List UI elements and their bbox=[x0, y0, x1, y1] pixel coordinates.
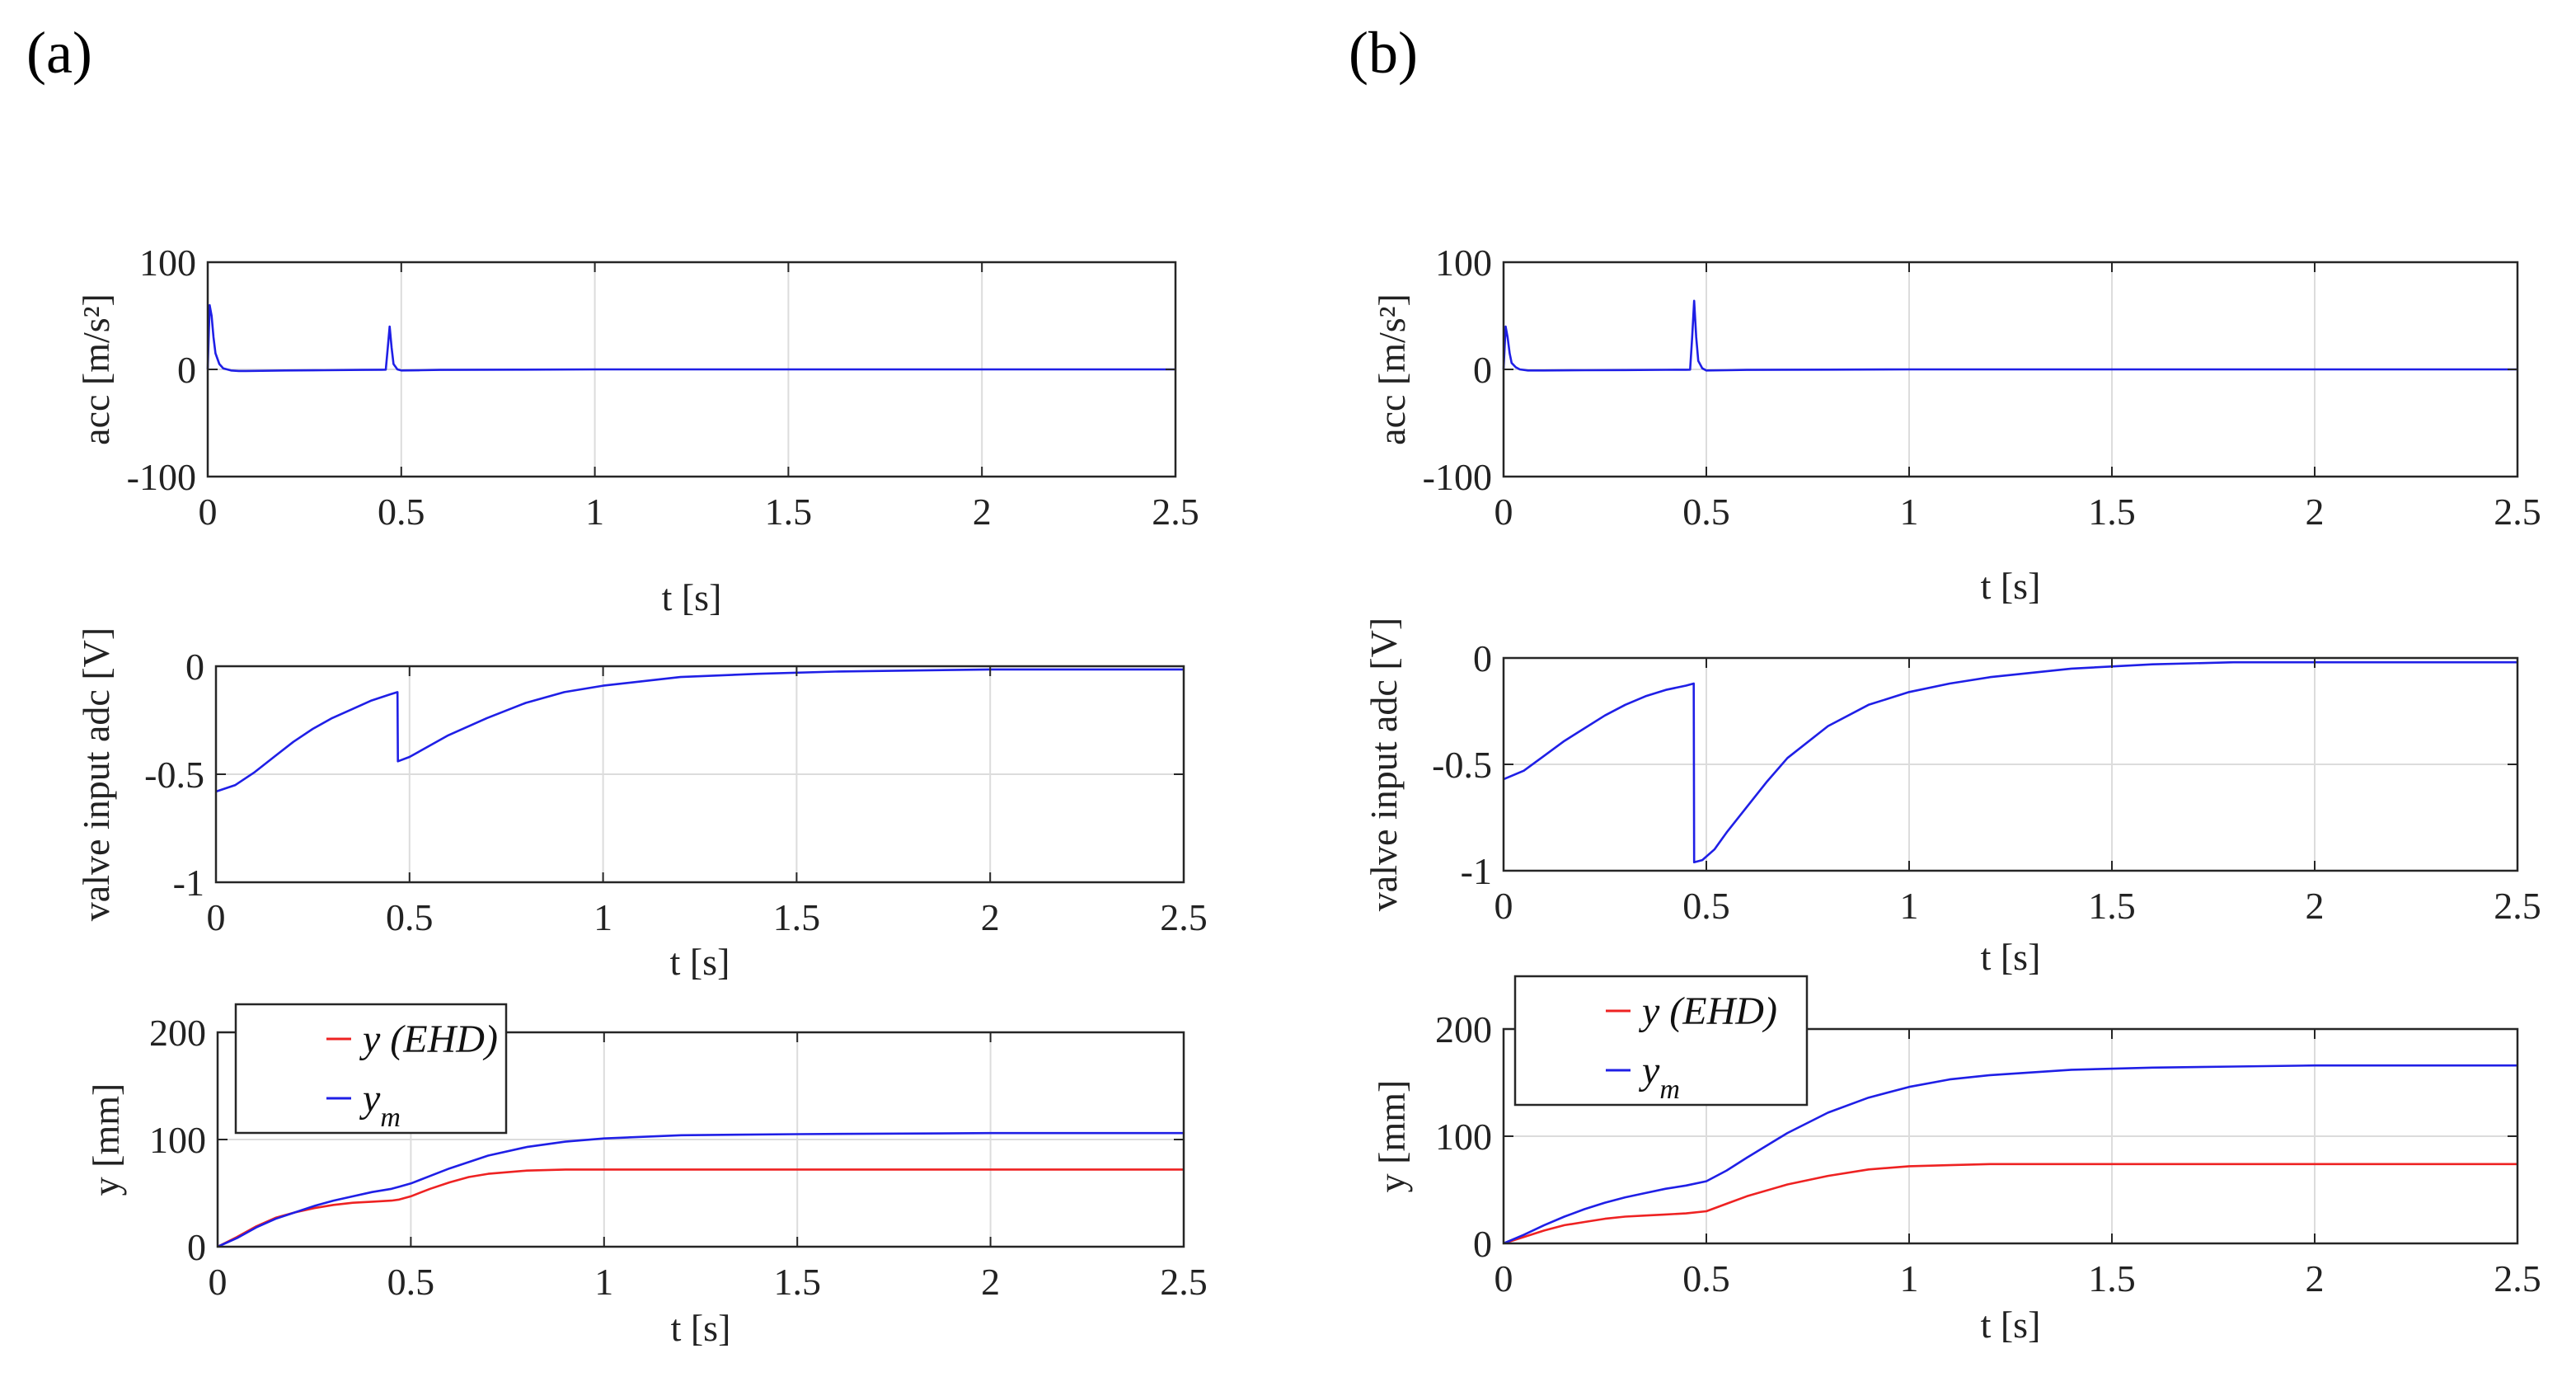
legend-box bbox=[234, 1003, 508, 1135]
x-axis-label: t [s] bbox=[662, 576, 722, 618]
x-tick-label: 0.5 bbox=[1682, 885, 1730, 927]
x-tick-label: 2 bbox=[2306, 885, 2325, 927]
y-tick-label: 200 bbox=[1435, 1008, 1492, 1050]
series-line bbox=[1503, 1064, 2517, 1245]
y-tick-label: -0.5 bbox=[1432, 744, 1492, 786]
y-axis-label: valve input adc [V] bbox=[1363, 618, 1405, 911]
panel-label-a: (a) bbox=[26, 20, 92, 86]
x-tick-label: 0.5 bbox=[386, 896, 434, 938]
x-tick-label: 0.5 bbox=[387, 1261, 435, 1303]
x-tick-label: 0.5 bbox=[378, 491, 425, 533]
x-axis-label: t [s] bbox=[1981, 565, 2041, 607]
chart-1: 0 0.5 1 1.5 2 2.5 -1 -0.5 0 t [s] valve input adc … bbox=[75, 627, 1208, 983]
x-tick-label: 2 bbox=[2306, 1257, 2325, 1299]
x-tick-label: 0 bbox=[1494, 885, 1513, 927]
x-tick-label: 2.5 bbox=[2494, 491, 2541, 533]
y-tick-label: 0 bbox=[1473, 637, 1492, 679]
x-axis-label: t [s] bbox=[670, 941, 730, 983]
x-tick-label: 2 bbox=[981, 896, 1000, 938]
series-line bbox=[217, 1131, 1184, 1248]
x-tick-label: 2.5 bbox=[2494, 1257, 2541, 1299]
panel-label-b: (b) bbox=[1349, 20, 1418, 86]
x-tick-label: 0 bbox=[209, 1261, 228, 1303]
x-axis-label: t [s] bbox=[1981, 1304, 2041, 1346]
y-tick-label: 0 bbox=[1473, 1223, 1492, 1265]
y-axis-label: acc [m/s²] bbox=[1371, 294, 1413, 445]
y-tick-label: 100 bbox=[139, 242, 196, 284]
x-axis-label: t [s] bbox=[1981, 936, 2041, 978]
x-tick-label: 1.5 bbox=[2088, 885, 2136, 927]
x-tick-label: 1 bbox=[1900, 491, 1919, 533]
legend: y (EHD)ym bbox=[1513, 975, 1809, 1107]
y-tick-label: -0.5 bbox=[144, 754, 204, 796]
legend-entry: y (EHD) bbox=[1638, 989, 1777, 1033]
series-line bbox=[1503, 1163, 2517, 1245]
series-line bbox=[206, 303, 1175, 373]
x-tick-label: 1.5 bbox=[773, 1261, 821, 1303]
x-tick-label: 2.5 bbox=[1160, 896, 1208, 938]
y-tick-label: 0 bbox=[177, 349, 196, 391]
x-tick-label: 2.5 bbox=[1152, 491, 1199, 533]
series-line bbox=[215, 668, 1184, 793]
x-tick-label: 1 bbox=[594, 1261, 613, 1303]
x-tick-label: 1.5 bbox=[2088, 1257, 2136, 1299]
chart-2: 0 0.5 1 1.5 2 2.5 0 100 200 t [s] y [mm] y (EHD)ym bbox=[85, 1003, 1208, 1349]
legend-entry: y (EHD) bbox=[359, 1017, 498, 1061]
y-tick-label: 100 bbox=[149, 1119, 206, 1161]
y-tick-label: 200 bbox=[149, 1012, 206, 1054]
x-tick-label: 1 bbox=[1900, 1257, 1919, 1299]
x-tick-label: 0 bbox=[1494, 1257, 1513, 1299]
y-tick-label: -100 bbox=[127, 456, 196, 498]
x-tick-label: 1.5 bbox=[765, 491, 813, 533]
series-line bbox=[1503, 660, 2517, 863]
x-tick-label: 1.5 bbox=[773, 896, 821, 938]
x-tick-label: 1 bbox=[585, 491, 604, 533]
y-axis-label: acc [m/s²] bbox=[75, 294, 117, 445]
y-tick-label: -1 bbox=[1461, 850, 1492, 892]
y-tick-label: -1 bbox=[173, 862, 204, 904]
x-tick-label: 0 bbox=[199, 491, 218, 533]
x-tick-label: 0 bbox=[207, 896, 226, 938]
y-tick-label: 100 bbox=[1435, 242, 1492, 284]
y-tick-label: 100 bbox=[1435, 1116, 1492, 1158]
legend-box bbox=[1513, 975, 1809, 1107]
y-axis-label: valve input adc [V] bbox=[75, 627, 117, 921]
chart-4: 0 0.5 1 1.5 2 2.5 -1 -0.5 0 t [s] valve input adc … bbox=[1363, 618, 2541, 978]
x-tick-label: 2 bbox=[981, 1261, 1000, 1303]
legend: y (EHD)ym bbox=[234, 1003, 508, 1135]
x-tick-label: 1 bbox=[594, 896, 612, 938]
x-tick-label: 2 bbox=[973, 491, 992, 533]
x-tick-label: 0.5 bbox=[1682, 1257, 1730, 1299]
y-tick-label: 0 bbox=[185, 646, 204, 688]
x-tick-label: 2 bbox=[2306, 491, 2325, 533]
series-line bbox=[1502, 299, 2517, 372]
x-axis-label: t [s] bbox=[671, 1307, 731, 1349]
x-tick-label: 1 bbox=[1900, 885, 1919, 927]
y-tick-label: 0 bbox=[1473, 349, 1492, 391]
y-axis-label: y [mm] bbox=[85, 1083, 127, 1196]
x-tick-label: 1.5 bbox=[2088, 491, 2136, 533]
x-tick-label: 2.5 bbox=[1160, 1261, 1208, 1303]
x-tick-label: 0.5 bbox=[1682, 491, 1730, 533]
y-tick-label: -100 bbox=[1423, 456, 1492, 498]
chart-5: 0 0.5 1 1.5 2 2.5 0 100 200 t [s] y [mm] y (EHD)ym bbox=[1371, 975, 2541, 1346]
y-axis-label: y [mm] bbox=[1371, 1080, 1413, 1193]
y-tick-label: 0 bbox=[187, 1226, 206, 1268]
x-tick-label: 2.5 bbox=[2494, 885, 2541, 927]
x-tick-label: 0 bbox=[1494, 491, 1513, 533]
